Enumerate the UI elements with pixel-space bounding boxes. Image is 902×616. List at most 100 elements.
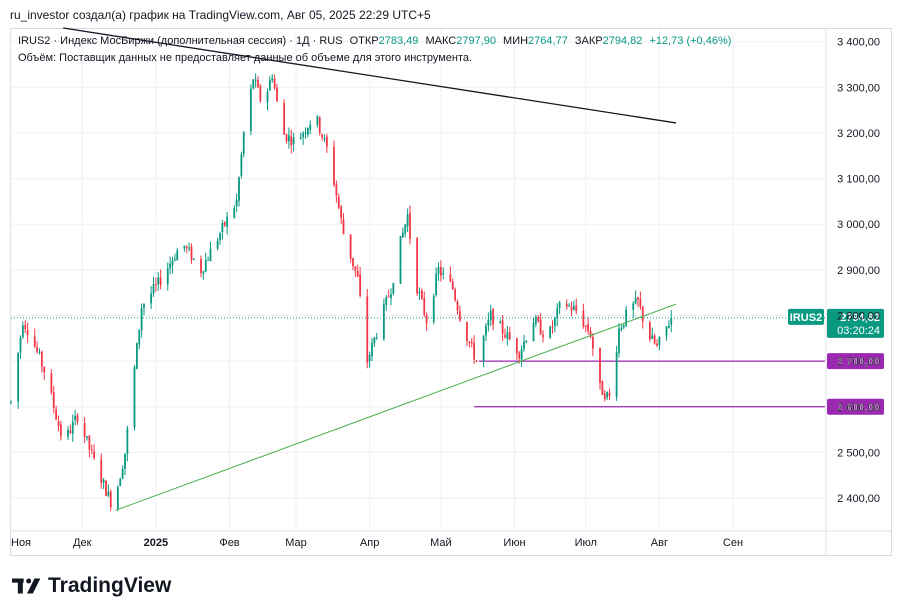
candle-up bbox=[176, 250, 179, 261]
candle-down bbox=[508, 332, 511, 340]
candle-up bbox=[556, 308, 559, 319]
candle-up bbox=[116, 487, 119, 509]
x-tick-label: Июл bbox=[575, 537, 597, 549]
candle-down bbox=[354, 266, 357, 271]
candle-up bbox=[268, 80, 271, 91]
candle-up bbox=[171, 260, 174, 266]
candle-up bbox=[572, 306, 575, 310]
candle-up bbox=[238, 177, 240, 201]
candle-up bbox=[266, 91, 269, 103]
candle-up bbox=[67, 429, 69, 437]
candle-up bbox=[523, 341, 525, 349]
candle-down bbox=[539, 319, 542, 335]
candle-down bbox=[335, 184, 338, 196]
horizontal-levels[interactable]: 2 700,00 2 600,00 bbox=[474, 353, 884, 415]
candle-up bbox=[204, 260, 207, 272]
candle-up bbox=[86, 436, 88, 438]
candle-up bbox=[304, 132, 307, 134]
candle-up bbox=[119, 478, 122, 487]
candle-up bbox=[390, 294, 392, 299]
candle-down bbox=[387, 296, 390, 298]
x-tick-label: Фев bbox=[219, 537, 239, 549]
price-tag-box bbox=[827, 308, 884, 338]
candle-up bbox=[249, 88, 252, 131]
candle-up bbox=[401, 232, 404, 238]
candle-down bbox=[591, 336, 594, 349]
candle-down bbox=[100, 459, 103, 484]
candle-down bbox=[185, 246, 188, 248]
tradingview-brand[interactable]: TradingView bbox=[12, 574, 171, 598]
candle-up bbox=[126, 428, 129, 454]
candle-up bbox=[442, 272, 445, 275]
candle-up bbox=[188, 247, 191, 249]
candle-up bbox=[233, 207, 236, 218]
candle-up bbox=[606, 392, 609, 398]
candle-down bbox=[458, 311, 461, 321]
chart-credit: ru_investor создал(а) график на TradingV… bbox=[10, 8, 431, 22]
candle-down bbox=[366, 296, 369, 363]
level-label: 2 700,00 bbox=[837, 356, 880, 368]
candle-down bbox=[190, 246, 193, 261]
price-axis[interactable]: 2 400,00 2 500,00 2 600,00 2 700,00 2 800,00… bbox=[837, 37, 880, 505]
y-tick-label: 2 800,00 bbox=[837, 311, 880, 323]
candle-down bbox=[52, 392, 55, 409]
chart-frame[interactable] bbox=[10, 28, 892, 556]
candle-up bbox=[240, 154, 243, 176]
change-value: +12,73 (+0,46%) bbox=[649, 35, 732, 47]
candle-down bbox=[105, 480, 107, 496]
candle-up bbox=[553, 317, 556, 327]
candle-down bbox=[83, 423, 86, 437]
y-tick-label: 2 900,00 bbox=[837, 265, 880, 277]
x-tick-label: Ноя bbox=[11, 537, 31, 549]
candle-up bbox=[667, 325, 670, 328]
candle-down bbox=[537, 316, 540, 322]
tradingview-logo-icon bbox=[12, 578, 41, 594]
candle-up bbox=[121, 468, 124, 479]
downtrend-line[interactable] bbox=[63, 27, 677, 124]
candles bbox=[10, 73, 673, 512]
candle-up bbox=[382, 303, 385, 339]
candle-up bbox=[150, 293, 153, 304]
candle-up bbox=[192, 258, 195, 260]
y-tick-label: 2 600,00 bbox=[837, 402, 880, 414]
close-label: ЗАКР bbox=[574, 35, 603, 47]
candle-up bbox=[135, 343, 138, 369]
price-tag-countdown: 03:20:24 bbox=[837, 325, 880, 337]
candle-up bbox=[622, 324, 625, 328]
candle-up bbox=[207, 259, 210, 261]
candle-up bbox=[392, 283, 395, 294]
candle-down bbox=[608, 392, 611, 397]
candle-down bbox=[290, 136, 293, 146]
candle-down bbox=[349, 234, 352, 259]
y-tick-label: 3 100,00 bbox=[837, 174, 880, 186]
candle-down bbox=[33, 336, 36, 347]
trendlines[interactable] bbox=[63, 27, 677, 511]
candle-down bbox=[473, 342, 476, 360]
candle-down bbox=[599, 347, 601, 384]
candle-down bbox=[223, 221, 226, 226]
brand-name: TradingView bbox=[48, 574, 172, 597]
candle-up bbox=[254, 79, 257, 81]
candle-up bbox=[399, 236, 402, 284]
candle-down bbox=[59, 424, 62, 437]
candle-up bbox=[373, 337, 376, 344]
candle-down bbox=[449, 274, 452, 282]
candle-up bbox=[38, 351, 41, 353]
candle-down bbox=[352, 258, 354, 267]
x-tick-label: Сен bbox=[723, 537, 743, 549]
open-label: ОТКР bbox=[349, 35, 379, 47]
candle-up bbox=[435, 273, 438, 296]
candle-up bbox=[487, 319, 490, 326]
candle-down bbox=[359, 274, 362, 296]
low-value: 2764,77 bbox=[528, 35, 568, 47]
time-axis[interactable]: Ноя Дек 2025 Фев Мар Апр Май Июн Июл Авг Сен bbox=[11, 537, 743, 549]
candle-up bbox=[306, 128, 309, 135]
candle-up bbox=[102, 479, 105, 483]
level-label-box bbox=[827, 353, 884, 370]
uptrend-line[interactable] bbox=[115, 303, 677, 511]
candle-up bbox=[534, 317, 537, 324]
level-label-box bbox=[827, 398, 884, 415]
candle-up bbox=[437, 267, 440, 275]
candle-down bbox=[340, 206, 343, 218]
